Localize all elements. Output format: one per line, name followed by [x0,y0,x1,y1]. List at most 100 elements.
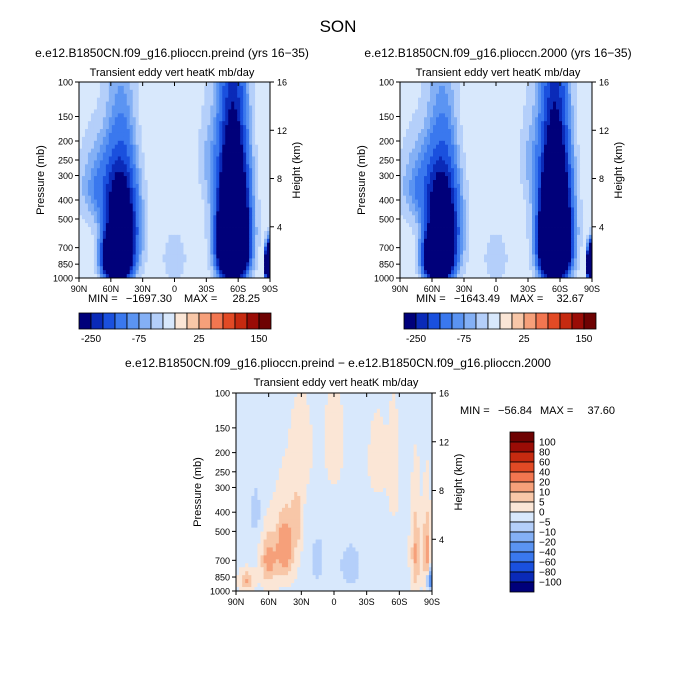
field-cell [255,125,259,130]
field-cell [144,97,149,102]
field-cell [162,113,166,118]
field-cell [99,129,104,134]
field-cell [249,274,253,279]
field-cell [135,254,140,259]
field-cell [406,109,410,114]
field-cell [87,97,92,102]
field-cell [225,172,229,177]
field-cell [532,129,536,134]
field-cell [144,105,149,110]
field-cell [147,101,152,106]
field-cell [255,211,259,216]
field-cell [234,176,238,181]
field-cell [252,262,256,267]
field-cell [150,113,155,118]
field-cell [150,101,155,106]
field-cell [126,148,131,153]
field-cell [90,156,95,161]
field-cell [589,117,593,122]
field-cell [511,144,515,150]
field-cell [505,85,509,91]
field-cell [189,132,193,138]
field-cell [234,172,238,177]
field-cell [523,125,527,130]
field-cell [102,85,107,91]
field-cell [553,85,557,91]
field-cell [526,140,530,146]
field-cell [517,140,521,146]
field-cell [141,140,146,146]
field-cell [120,180,125,185]
field-cell [216,89,220,95]
field-cell [123,187,128,193]
field-cell [454,113,458,118]
field-cell [156,199,160,204]
field-cell [231,266,235,271]
field-cell [478,82,482,87]
field-cell [198,234,202,240]
field-cell [186,105,190,110]
field-cell [120,156,125,161]
field-cell [99,160,104,165]
field-cell [225,199,229,204]
field-cell [454,117,458,122]
field-cell [502,140,506,146]
field-cell [141,254,146,259]
field-cell [544,136,548,142]
field-cell [195,176,199,181]
field-cell [120,191,125,197]
field-cell [96,274,101,279]
field-cell [189,85,193,91]
field-cell [168,274,172,279]
field-cell [454,152,458,157]
field-cell [240,117,244,122]
field-cell [547,136,551,142]
field-cell [99,203,104,208]
field-cell [228,203,232,208]
field-cell [222,82,226,87]
field-cell [171,258,175,263]
field-cell [246,183,250,189]
field-cell [213,129,217,134]
field-cell [114,215,119,220]
field-cell [463,144,467,150]
field-cell [162,101,166,106]
field-cell [79,270,83,275]
field-cell [418,140,422,146]
field-cell [225,242,229,248]
field-cell [577,183,581,189]
field-cell [523,85,527,91]
field-cell [189,215,193,220]
field-cell [174,234,178,240]
field-cell [255,144,259,150]
field-cell [559,109,563,114]
field-cell [574,132,578,138]
field-cell [87,234,92,240]
field-cell [201,270,205,275]
field-cell [123,215,128,220]
field-cell [114,148,119,153]
field-cell [126,199,131,204]
field-cell [129,121,134,126]
field-cell [168,97,172,102]
field-cell [475,82,479,87]
field-cell [451,105,455,110]
field-cell [535,183,539,189]
field-cell [231,144,235,150]
field-cell [237,97,241,102]
field-cell [111,203,116,208]
field-cell [460,168,464,173]
field-cell [538,129,542,134]
field-cell [406,183,410,189]
field-cell [228,266,232,271]
field-cell [475,140,479,146]
field-cell [421,113,425,118]
field-cell [96,82,101,87]
field-cell [171,191,175,197]
field-cell [514,183,518,189]
field-cell [580,129,584,134]
field-cell [538,82,542,87]
field-cell [529,85,533,91]
field-cell [183,140,187,146]
field-cell [586,129,590,134]
